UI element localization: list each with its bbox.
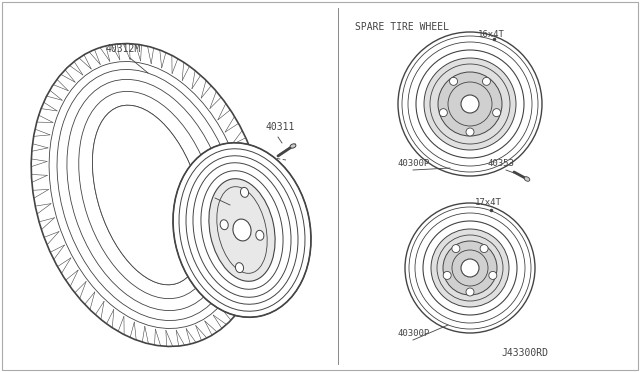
Ellipse shape — [290, 144, 296, 148]
Ellipse shape — [236, 263, 244, 273]
Text: 40300P: 40300P — [398, 329, 430, 338]
Ellipse shape — [452, 244, 460, 253]
Text: 40353: 40353 — [488, 159, 515, 168]
Ellipse shape — [443, 241, 497, 295]
Text: 16x4T: 16x4T — [478, 30, 505, 39]
Text: 17x4T: 17x4T — [475, 198, 502, 207]
Ellipse shape — [256, 230, 264, 240]
Ellipse shape — [440, 109, 447, 117]
Ellipse shape — [241, 187, 248, 197]
Ellipse shape — [92, 105, 204, 285]
Ellipse shape — [466, 128, 474, 136]
Ellipse shape — [438, 72, 502, 136]
Text: SPARE TIRE WHEEL: SPARE TIRE WHEEL — [355, 22, 449, 32]
Ellipse shape — [31, 44, 265, 346]
Ellipse shape — [173, 143, 311, 317]
Text: 40311: 40311 — [265, 122, 294, 132]
Ellipse shape — [233, 219, 251, 241]
Ellipse shape — [443, 272, 451, 279]
Ellipse shape — [424, 58, 516, 150]
Ellipse shape — [461, 259, 479, 277]
Ellipse shape — [483, 77, 490, 85]
Ellipse shape — [524, 177, 530, 181]
Ellipse shape — [489, 272, 497, 279]
Ellipse shape — [398, 32, 542, 176]
Text: 40300P: 40300P — [192, 184, 227, 194]
Ellipse shape — [461, 95, 479, 113]
Ellipse shape — [449, 77, 458, 85]
Ellipse shape — [480, 244, 488, 253]
Ellipse shape — [405, 203, 535, 333]
Text: 40300P: 40300P — [398, 159, 430, 168]
Text: J43300RD: J43300RD — [501, 348, 548, 358]
Ellipse shape — [431, 229, 509, 307]
Ellipse shape — [466, 288, 474, 296]
Ellipse shape — [220, 220, 228, 230]
Text: 40312M: 40312M — [105, 44, 140, 54]
Ellipse shape — [493, 109, 500, 117]
Ellipse shape — [209, 179, 275, 281]
